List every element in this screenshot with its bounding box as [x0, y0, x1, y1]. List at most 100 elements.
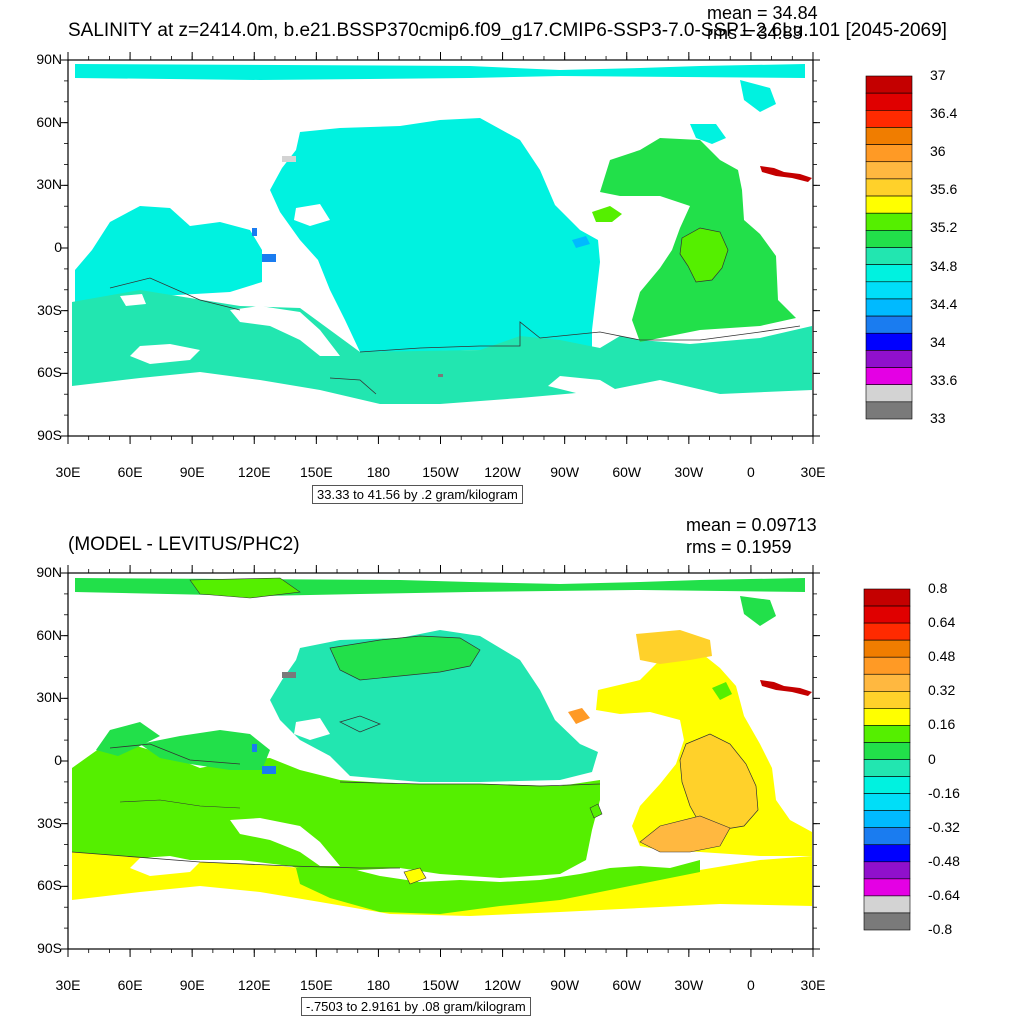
bottom-mean-stat: mean = 0.09713: [686, 515, 817, 535]
bottom-rms-stat: rms = 0.1959: [686, 537, 792, 557]
bottom-range-info: -.7503 to 2.9161 by .08 gram/kilogram: [301, 997, 531, 1016]
colorbar-swatch: [865, 367, 913, 385]
colorbar-swatch: [863, 878, 911, 897]
lat-tick-label: 60N: [36, 626, 62, 643]
lat-tick-label: 0: [54, 239, 62, 255]
colorbar-label: 35.6: [930, 181, 958, 198]
lat-tick-label: 30S: [37, 814, 62, 831]
top-map: [67, 59, 814, 437]
bottom-map-title: (MODEL - LEVITUS/PHC2): [68, 534, 300, 555]
lat-tick-label: 30S: [37, 301, 62, 318]
lat-tick-label: 30N: [36, 176, 62, 193]
colorbar-label: 0.32: [928, 682, 956, 699]
colorbar-label: 33.6: [930, 371, 958, 388]
lon-tick-label: 30E: [800, 464, 826, 480]
colorbar-swatch: [865, 384, 913, 403]
top-range-info: 33.33 to 41.56 by .2 gram/kilogram: [312, 485, 523, 504]
lon-tick-label: 90E: [179, 977, 205, 993]
lon-tick-label: 0: [747, 464, 755, 480]
lon-tick-label: 30W: [674, 977, 704, 993]
lon-tick-label: 120W: [484, 977, 521, 993]
lon-tick-label: 150W: [422, 464, 459, 480]
colorbar-swatch: [865, 350, 913, 368]
top-colorbar: [865, 75, 913, 420]
lon-tick-label: 180: [366, 977, 391, 993]
colorbar-label: 0: [928, 750, 936, 767]
colorbar-swatch: [865, 195, 913, 214]
colorbar-label: 34: [930, 333, 946, 350]
bottom-colorbar: [863, 588, 911, 931]
colorbar-label: 34.8: [930, 257, 958, 274]
top-mean-stat: mean = 34.84: [707, 3, 818, 23]
colorbar-label: 0.48: [928, 648, 956, 665]
lat-tick-label: 90S: [37, 427, 62, 443]
lon-tick-label: 90E: [179, 464, 205, 480]
colorbar-swatch: [865, 161, 913, 180]
lat-tick-label: 60N: [36, 113, 62, 130]
lat-tick-label: 90N: [36, 51, 62, 67]
lon-tick-label: 120E: [237, 464, 271, 480]
colorbar-swatch: [863, 690, 911, 709]
colorbar-swatch: [863, 861, 911, 880]
lon-tick-label: 90W: [550, 464, 580, 480]
lon-tick-label: 60E: [117, 977, 143, 993]
lat-tick-label: 90S: [37, 940, 62, 956]
colorbar-label: -0.16: [928, 784, 960, 801]
colorbar-label: -0.48: [928, 852, 960, 869]
colorbar-label: 0.16: [928, 716, 956, 733]
colorbar-swatch: [865, 264, 913, 283]
colorbar-swatch: [863, 844, 911, 863]
axis-ticks: [61, 52, 820, 957]
colorbar-swatch: [863, 708, 911, 726]
colorbar-swatch: [865, 178, 913, 197]
colorbar-swatch: [865, 144, 913, 163]
lon-tick-label: 120E: [237, 977, 271, 993]
colorbar-swatch: [865, 247, 913, 265]
lon-tick-label: 60W: [612, 977, 642, 993]
colorbar-swatch: [865, 401, 913, 420]
colorbar-label: 34.4: [930, 295, 958, 312]
colorbar-swatch: [865, 298, 913, 317]
colorbar-swatch: [863, 793, 911, 811]
lon-tick-label: 180: [366, 464, 391, 480]
colorbar-label: -0.64: [928, 886, 960, 903]
colorbar-swatch: [863, 759, 911, 777]
lat-tick-label: 90N: [36, 564, 62, 580]
lon-tick-label: 150E: [299, 464, 333, 480]
bottom-map: [67, 572, 814, 950]
lon-tick-label: 150E: [299, 977, 333, 993]
colorbar-swatch: [863, 588, 911, 607]
colorbar-swatch: [865, 92, 913, 111]
lat-tick-label: 60S: [37, 877, 62, 894]
lat-tick-label: 60S: [37, 364, 62, 381]
colorbar-swatch: [863, 912, 911, 931]
colorbar-swatch: [865, 315, 913, 334]
colorbar-swatch: [865, 212, 913, 231]
bottom-ocean-field: [71, 577, 812, 916]
colorbar-label: 0.64: [928, 614, 956, 631]
colorbar-swatch: [865, 75, 913, 94]
top-ocean-field: [72, 64, 812, 404]
lon-tick-label: 30E: [55, 977, 81, 993]
colorbar-label: 33: [930, 410, 946, 426]
colorbar-swatch: [863, 622, 911, 641]
colorbar-swatch: [865, 281, 913, 300]
lon-tick-label: 90W: [550, 977, 580, 993]
lon-tick-label: 60W: [612, 464, 642, 480]
lon-tick-label: 120W: [484, 464, 521, 480]
colorbar-swatch: [865, 127, 913, 145]
colorbar-swatch: [863, 827, 911, 846]
colorbar-swatch: [863, 810, 911, 829]
top-map-title: SALINITY at z=2414.0m, b.e21.BSSP370cmip…: [68, 20, 947, 41]
colorbar-swatch: [865, 110, 913, 128]
lon-tick-label: 60E: [117, 464, 143, 480]
lon-tick-label: 0: [747, 977, 755, 993]
colorbar-swatch: [863, 725, 911, 743]
lat-tick-label: 30N: [36, 689, 62, 706]
colorbar-label: -0.8: [928, 921, 953, 937]
colorbar-label: 35.2: [930, 219, 958, 236]
lon-tick-label: 30W: [674, 464, 704, 480]
colorbar-swatch: [863, 656, 911, 675]
colorbar-label: 37: [930, 67, 946, 83]
